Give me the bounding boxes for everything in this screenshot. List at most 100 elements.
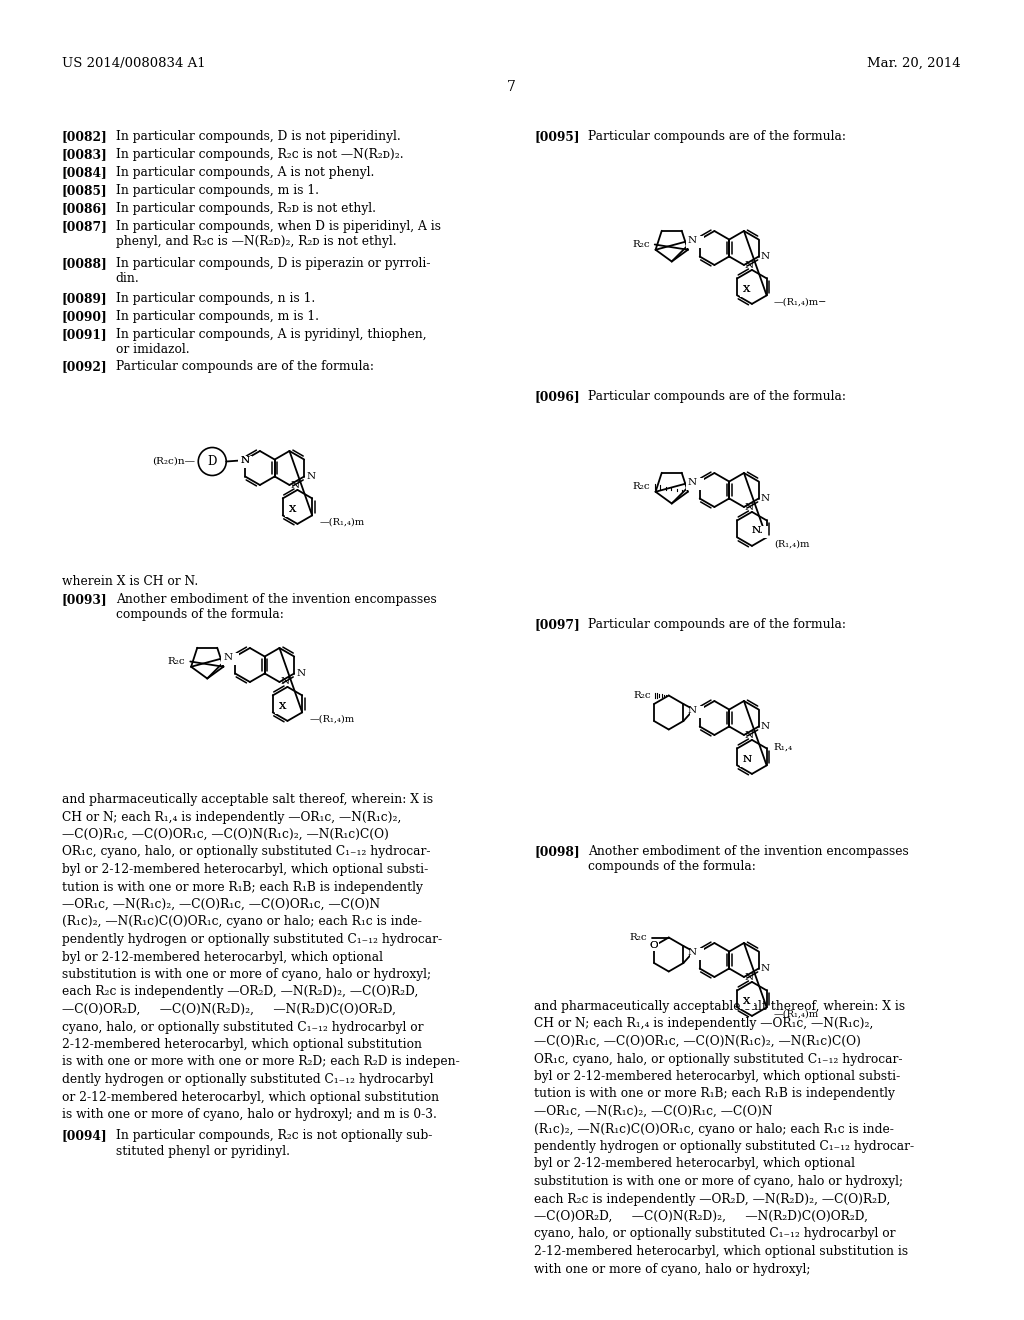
Text: —C(O)OR₂D,     —C(O)N(R₂D)₂,     —N(R₂D)C(O)OR₂D,: —C(O)OR₂D, —C(O)N(R₂D)₂, —N(R₂D)C(O)OR₂D…: [535, 1210, 868, 1224]
Text: cyano, halo, or optionally substituted C₁₋₁₂ hydrocarbyl or: cyano, halo, or optionally substituted C…: [535, 1228, 896, 1241]
Text: [0084]: [0084]: [61, 166, 108, 180]
Text: [0091]: [0091]: [61, 327, 108, 341]
FancyBboxPatch shape: [690, 478, 703, 490]
Text: [0087]: [0087]: [61, 220, 108, 234]
Text: is with one or more of cyano, halo or hydroxyl; and m is 0-3.: is with one or more of cyano, halo or hy…: [61, 1107, 437, 1121]
FancyBboxPatch shape: [225, 652, 240, 664]
Text: In particular compounds, A is pyridinyl, thiophen,
or imidazol.: In particular compounds, A is pyridinyl,…: [116, 327, 426, 356]
Text: [0095]: [0095]: [535, 129, 580, 143]
Text: X: X: [289, 506, 296, 515]
Text: N: N: [241, 455, 250, 465]
Text: cyano, halo, or optionally substituted C₁₋₁₂ hydrocarbyl or: cyano, halo, or optionally substituted C…: [61, 1020, 424, 1034]
Text: substitution is with one or more of cyano, halo or hydroxyl;: substitution is with one or more of cyan…: [535, 1175, 903, 1188]
Text: Another embodiment of the invention encompasses
compounds of the formula:: Another embodiment of the invention enco…: [116, 593, 436, 620]
Text: [0085]: [0085]: [61, 183, 108, 197]
Text: [0086]: [0086]: [61, 202, 108, 215]
Text: X: X: [743, 285, 751, 294]
Text: —(R₁,₄)m−: —(R₁,₄)m−: [774, 297, 827, 306]
FancyBboxPatch shape: [686, 235, 695, 248]
Text: In particular compounds, D is not piperidinyl.: In particular compounds, D is not piperi…: [116, 129, 400, 143]
Text: In particular compounds, R₂c is not optionally sub-
stituted phenyl or pyridinyl: In particular compounds, R₂c is not opti…: [116, 1130, 432, 1158]
Text: D: D: [208, 455, 217, 469]
FancyBboxPatch shape: [286, 504, 299, 517]
Text: OR₁c, cyano, halo, or optionally substituted C₁₋₁₂ hydrocar-: OR₁c, cyano, halo, or optionally substit…: [61, 846, 430, 858]
Text: —(R₁,₄)m: —(R₁,₄)m: [774, 1010, 819, 1019]
Text: [0092]: [0092]: [61, 360, 108, 374]
Text: N: N: [742, 755, 752, 764]
FancyBboxPatch shape: [690, 948, 703, 960]
FancyBboxPatch shape: [221, 652, 231, 664]
Text: tution is with one or more R₁B; each R₁B is independently: tution is with one or more R₁B; each R₁B…: [61, 880, 423, 894]
Text: each R₂c is independently —OR₂D, —N(R₂D)₂, —C(O)R₂D,: each R₂c is independently —OR₂D, —N(R₂D)…: [61, 986, 419, 998]
Text: In particular compounds, R₂ᴅ is not ethyl.: In particular compounds, R₂ᴅ is not ethy…: [116, 202, 376, 215]
Text: In particular compounds, n is 1.: In particular compounds, n is 1.: [116, 292, 315, 305]
FancyBboxPatch shape: [649, 941, 659, 950]
Text: 7: 7: [507, 81, 516, 94]
Text: N.: N.: [751, 527, 763, 536]
Text: In particular compounds, A is not phenyl.: In particular compounds, A is not phenyl…: [116, 166, 374, 180]
Text: N.: N.: [751, 527, 763, 536]
Text: O: O: [649, 941, 658, 950]
Text: with one or more of cyano, halo or hydroxyl;: with one or more of cyano, halo or hydro…: [535, 1262, 811, 1275]
Text: N: N: [744, 730, 754, 739]
FancyBboxPatch shape: [686, 478, 695, 490]
Text: —(R₁,₄)m: —(R₁,₄)m: [319, 517, 365, 527]
FancyBboxPatch shape: [740, 285, 754, 297]
Text: N: N: [223, 653, 232, 663]
Text: [0083]: [0083]: [61, 148, 108, 161]
Text: X: X: [289, 506, 296, 515]
Text: [0082]: [0082]: [61, 129, 108, 143]
Text: 2-12-membered heterocarbyl, which optional substitution is: 2-12-membered heterocarbyl, which option…: [535, 1245, 908, 1258]
Text: —C(O)R₁c, —C(O)OR₁c, —C(O)N(R₁c)₂, —N(R₁c)C(O): —C(O)R₁c, —C(O)OR₁c, —C(O)N(R₁c)₂, —N(R₁…: [61, 828, 389, 841]
Text: In particular compounds, m is 1.: In particular compounds, m is 1.: [116, 310, 318, 323]
Text: [0088]: [0088]: [61, 257, 108, 271]
FancyBboxPatch shape: [690, 235, 703, 248]
Text: byl or 2-12-membered heterocarbyl, which optional: byl or 2-12-membered heterocarbyl, which…: [61, 950, 383, 964]
Text: substitution is with one or more of cyano, halo or hydroxyl;: substitution is with one or more of cyan…: [61, 968, 431, 981]
Text: CH or N; each R₁,₄ is independently —OR₁c, —N(R₁c)₂,: CH or N; each R₁,₄ is independently —OR₁…: [61, 810, 401, 824]
FancyBboxPatch shape: [690, 705, 703, 718]
Text: N: N: [291, 480, 300, 490]
Text: O: O: [649, 941, 658, 950]
Text: N: N: [761, 722, 770, 731]
Text: pendently hydrogen or optionally substituted C₁₋₁₂ hydrocar-: pendently hydrogen or optionally substit…: [535, 1140, 914, 1152]
Text: [0094]: [0094]: [61, 1130, 108, 1143]
Text: N: N: [296, 669, 305, 678]
Text: In particular compounds, D is piperazin or pyrroli-
din.: In particular compounds, D is piperazin …: [116, 257, 430, 285]
Text: N: N: [761, 494, 770, 503]
Text: US 2014/0080834 A1: US 2014/0080834 A1: [61, 57, 206, 70]
Text: and pharmaceutically acceptable salt thereof, wherein: X is: and pharmaceutically acceptable salt the…: [535, 1001, 905, 1012]
Text: N: N: [241, 455, 250, 465]
Text: R₂c: R₂c: [632, 482, 650, 491]
Text: 2-12-membered heterocarbyl, which optional substitution: 2-12-membered heterocarbyl, which option…: [61, 1038, 422, 1051]
Text: [0097]: [0097]: [535, 618, 581, 631]
Text: [0098]: [0098]: [535, 845, 580, 858]
Text: N: N: [744, 260, 754, 269]
Text: CH or N; each R₁,₄ is independently —OR₁c, —N(R₁c)₂,: CH or N; each R₁,₄ is independently —OR₁…: [535, 1018, 873, 1031]
FancyBboxPatch shape: [750, 525, 768, 539]
Text: R₂c: R₂c: [629, 933, 647, 942]
Text: byl or 2-12-membered heterocarbyl, which optional substi-: byl or 2-12-membered heterocarbyl, which…: [61, 863, 428, 876]
Text: (R₁c)₂, —N(R₁c)C(O)OR₁c, cyano or halo; each R₁c is inde-: (R₁c)₂, —N(R₁c)C(O)OR₁c, cyano or halo; …: [61, 916, 422, 928]
Text: —OR₁c, —N(R₁c)₂, —C(O)R₁c, —C(O)N: —OR₁c, —N(R₁c)₂, —C(O)R₁c, —C(O)N: [535, 1105, 773, 1118]
Text: In particular compounds, when D is piperidinyl, A is
phenyl, and R₂ᴄ is —N(R₂ᴅ)₂: In particular compounds, when D is piper…: [116, 220, 441, 248]
Text: Particular compounds are of the formula:: Particular compounds are of the formula:: [589, 389, 847, 403]
Text: N: N: [744, 503, 754, 511]
Text: pendently hydrogen or optionally substituted C₁₋₁₂ hydrocar-: pendently hydrogen or optionally substit…: [61, 933, 442, 946]
Text: (R₁,₄)m: (R₁,₄)m: [774, 540, 809, 548]
Text: X: X: [279, 702, 286, 711]
Text: wherein X is CH or N.: wherein X is CH or N.: [61, 576, 199, 587]
Text: [0090]: [0090]: [61, 310, 108, 323]
Text: (R₂c)n—: (R₂c)n—: [153, 457, 196, 466]
Text: —OR₁c, —N(R₁c)₂, —C(O)R₁c, —C(O)OR₁c, —C(O)N: —OR₁c, —N(R₁c)₂, —C(O)R₁c, —C(O)OR₁c, —C…: [61, 898, 380, 911]
Text: OR₁c, cyano, halo, or optionally substituted C₁₋₁₂ hydrocar-: OR₁c, cyano, halo, or optionally substit…: [535, 1052, 903, 1065]
Text: —C(O)R₁c, —C(O)OR₁c, —C(O)N(R₁c)₂, —N(R₁c)C(O): —C(O)R₁c, —C(O)OR₁c, —C(O)N(R₁c)₂, —N(R₁…: [535, 1035, 861, 1048]
Text: and pharmaceutically acceptable salt thereof, wherein: X is: and pharmaceutically acceptable salt the…: [61, 793, 433, 807]
Text: N: N: [687, 236, 696, 246]
Text: N: N: [744, 973, 754, 982]
Text: N: N: [742, 755, 752, 764]
Text: N: N: [761, 964, 770, 973]
Text: byl or 2-12-membered heterocarbyl, which optional substi-: byl or 2-12-membered heterocarbyl, which…: [535, 1071, 901, 1082]
Text: R₂c: R₂c: [633, 690, 651, 700]
Text: N: N: [687, 948, 696, 957]
